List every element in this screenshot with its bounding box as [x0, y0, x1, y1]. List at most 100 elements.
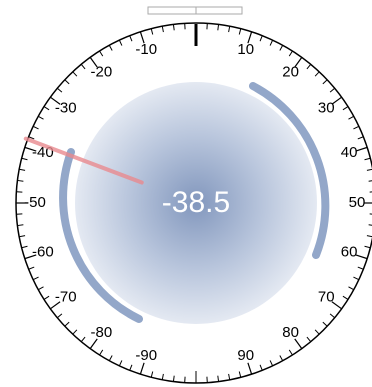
minor-tick — [99, 349, 104, 356]
major-tick — [139, 362, 145, 375]
major-tick — [50, 96, 61, 105]
readout: -38.5 — [162, 186, 230, 219]
minor-tick — [80, 336, 86, 343]
minor-tick — [129, 364, 133, 371]
scale-label: -80 — [91, 324, 113, 341]
major-tick — [24, 254, 37, 260]
scale-label: -60 — [32, 244, 54, 261]
minor-tick — [357, 266, 364, 270]
scale-label: 10 — [237, 41, 254, 58]
minor-tick — [108, 45, 113, 51]
minor-tick — [279, 45, 284, 51]
minor-tick — [38, 286, 44, 291]
scale-label: 60 — [341, 244, 358, 261]
major-tick — [247, 362, 253, 375]
minor-tick — [322, 321, 328, 327]
minor-tick — [64, 321, 70, 327]
scale-label: 30 — [318, 99, 335, 116]
minor-tick — [348, 286, 354, 291]
minor-tick — [342, 295, 349, 300]
minor-tick — [306, 63, 312, 70]
scale-label: 20 — [282, 64, 299, 81]
minor-tick — [368, 224, 372, 226]
major-tick — [89, 338, 98, 349]
minor-tick — [161, 26, 164, 33]
minor-tick — [99, 50, 104, 57]
minor-tick — [161, 373, 164, 380]
scale-label: 90 — [237, 347, 254, 364]
minor-tick — [43, 106, 50, 111]
minor-tick — [129, 35, 133, 42]
major-tick — [294, 57, 303, 68]
minor-tick — [28, 266, 35, 270]
major-tick — [355, 146, 368, 152]
minor-tick — [32, 125, 39, 130]
major-tick — [50, 301, 61, 310]
minor-tick — [329, 313, 336, 319]
major-tick — [294, 338, 303, 349]
scale-label: 40 — [341, 144, 358, 161]
minor-tick — [21, 245, 28, 249]
ticks: -90-80-70-60-50-40-30-20-10 1020304050607… — [16, 23, 372, 383]
scale-label: -10 — [135, 41, 157, 58]
minor-tick — [172, 375, 175, 382]
minor-tick — [118, 39, 123, 46]
scale-label: -50 — [24, 194, 46, 211]
major-tick — [24, 146, 37, 152]
scale-label: -30 — [55, 99, 77, 116]
minor-tick — [228, 26, 231, 33]
major-tick — [331, 96, 342, 105]
minor-tick — [366, 235, 372, 238]
minor-tick — [366, 168, 372, 171]
minor-tick — [19, 235, 26, 238]
minor-tick — [56, 313, 63, 319]
minor-tick — [38, 115, 44, 120]
minor-tick — [353, 125, 360, 130]
minor-tick — [72, 329, 78, 335]
major-tick — [139, 31, 145, 44]
minor-tick — [217, 24, 220, 31]
center-disc — [75, 82, 317, 324]
minor-tick — [259, 35, 263, 42]
scale-label: -20 — [91, 64, 113, 81]
minor-tick — [279, 355, 284, 361]
minor-tick — [353, 276, 360, 281]
major-tick — [247, 31, 253, 44]
minor-tick — [329, 87, 336, 93]
minor-tick — [288, 50, 293, 57]
minor-tick — [64, 79, 70, 85]
minor-tick — [108, 355, 113, 361]
minor-tick — [217, 375, 220, 382]
range-arc-left — [59, 148, 143, 323]
scale-label: -70 — [55, 289, 77, 306]
minor-tick — [72, 71, 78, 77]
minor-tick — [172, 24, 175, 31]
minor-tick — [259, 364, 263, 371]
minor-tick — [19, 168, 26, 171]
scale-label: 80 — [282, 324, 299, 341]
minor-tick — [21, 157, 28, 161]
scale-label: -90 — [135, 347, 157, 364]
major-tick — [89, 57, 98, 68]
minor-tick — [80, 63, 86, 70]
minor-tick — [269, 39, 274, 46]
major-tick — [355, 254, 368, 260]
minor-tick — [364, 245, 371, 249]
minor-tick — [56, 87, 63, 93]
needle — [23, 136, 144, 185]
scale-label: 70 — [318, 289, 335, 306]
minor-tick — [150, 371, 154, 378]
minor-tick — [17, 224, 24, 227]
minor-tick — [17, 179, 24, 182]
minor-tick — [238, 371, 242, 378]
minor-tick — [348, 115, 354, 120]
range-arc-right — [249, 82, 330, 259]
major-tick — [331, 301, 342, 310]
minor-tick — [32, 276, 39, 281]
minor-tick — [357, 136, 364, 140]
minor-tick — [288, 349, 293, 356]
minor-tick — [238, 28, 242, 35]
minor-tick — [314, 329, 320, 335]
top-bracket — [147, 6, 243, 15]
minor-tick — [228, 373, 231, 380]
